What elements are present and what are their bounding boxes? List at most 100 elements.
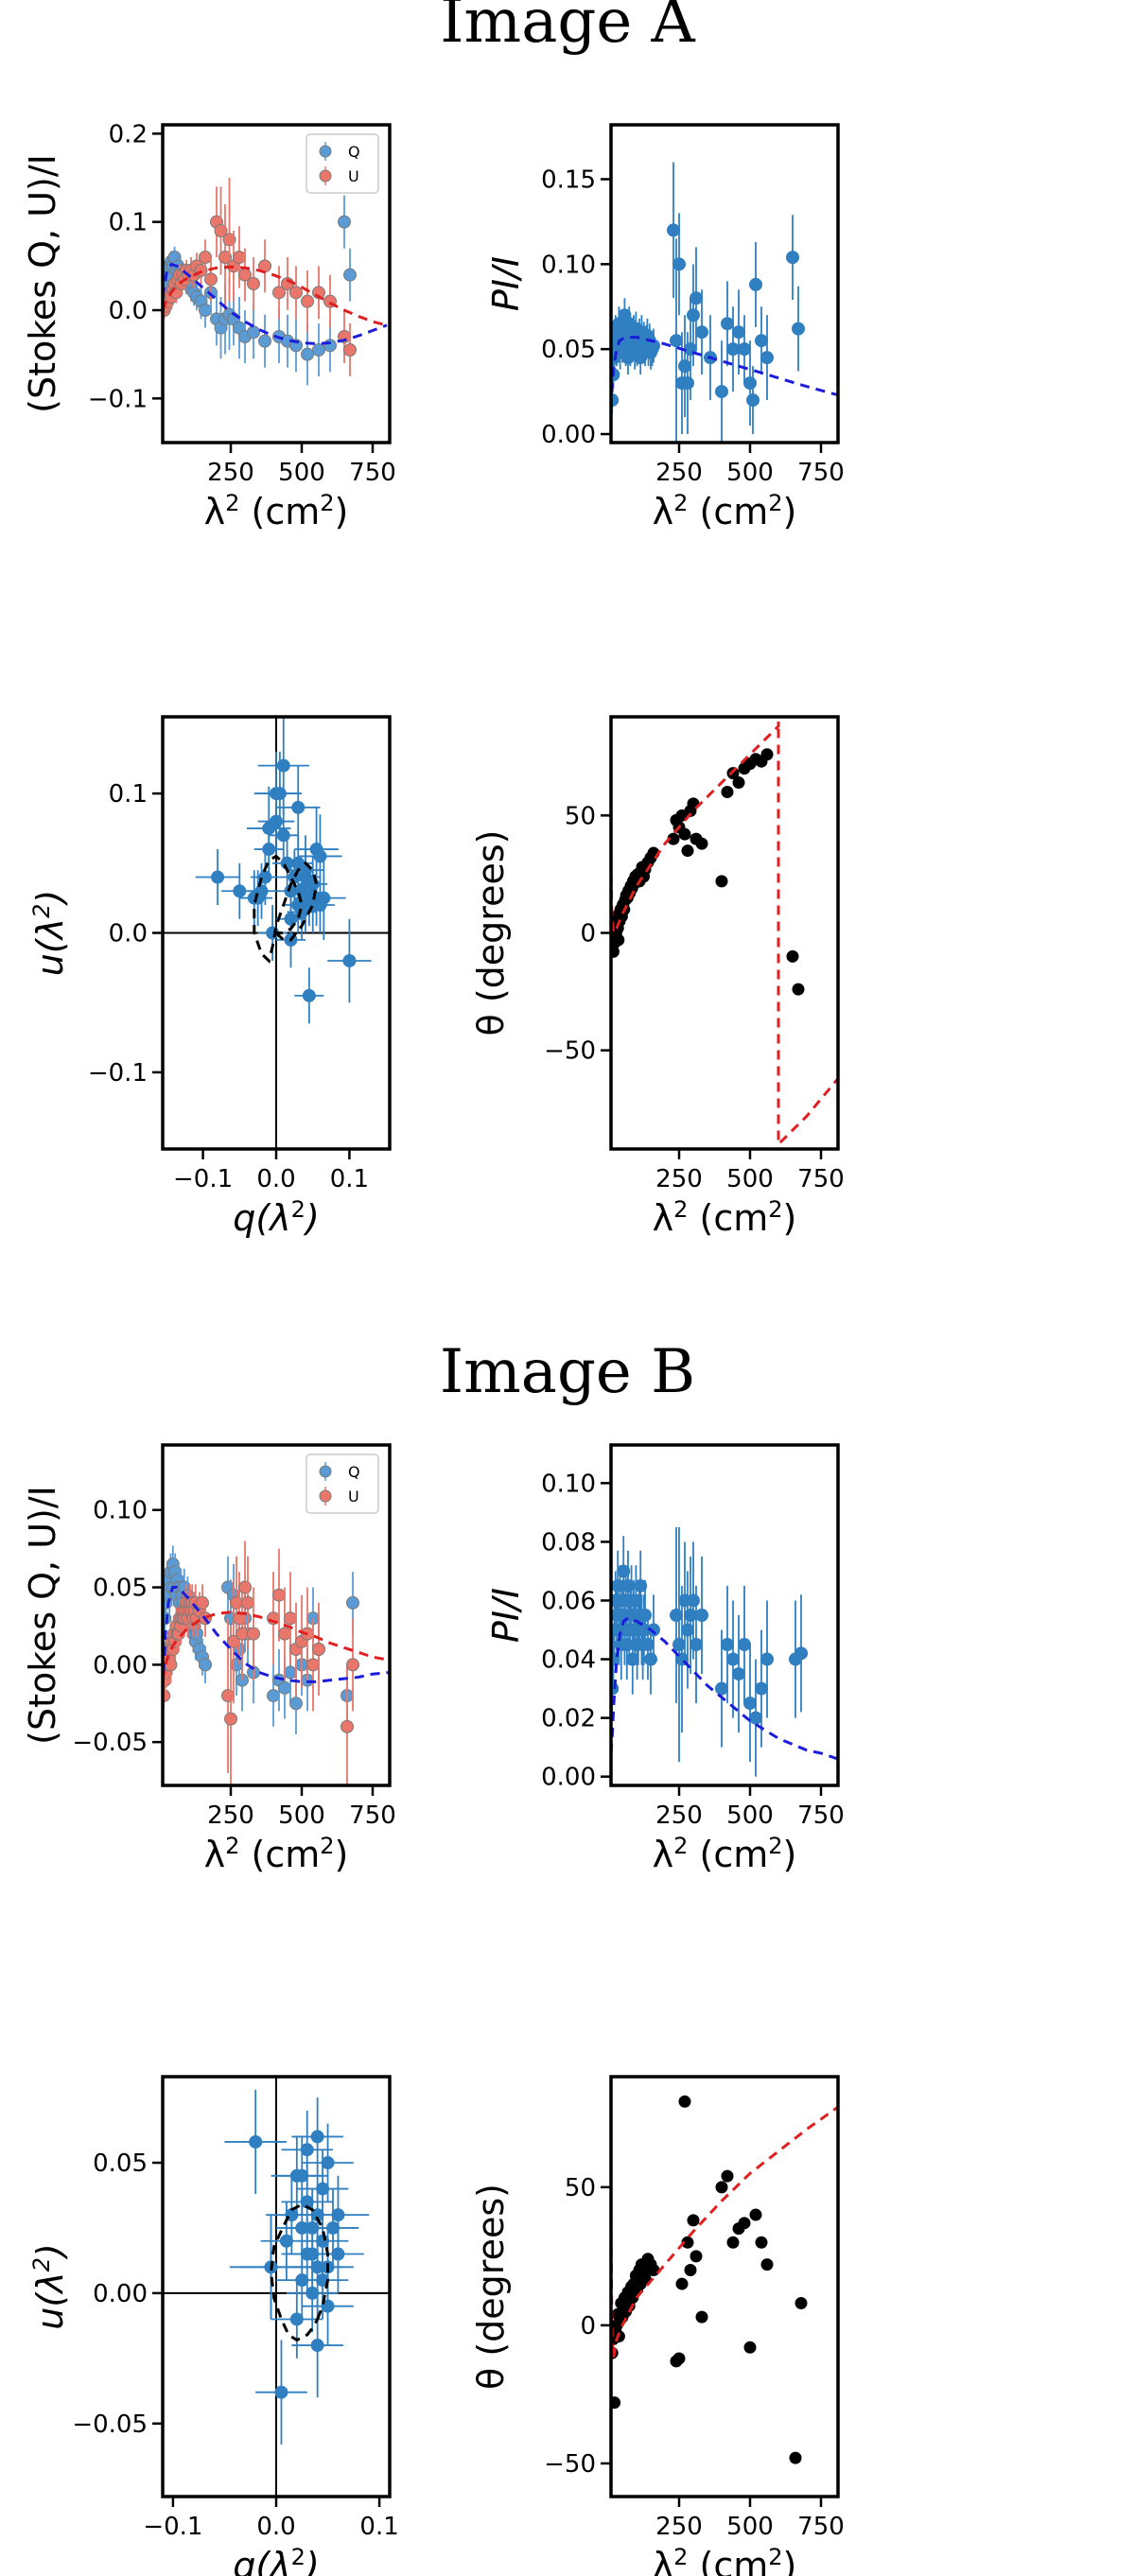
legend-label-u: U [348, 167, 359, 185]
data-point [611, 2396, 621, 2410]
data-point [760, 2258, 774, 2271]
data-point [743, 2341, 757, 2354]
marker [726, 342, 740, 357]
marker [612, 933, 625, 947]
legend-marker-q [319, 145, 332, 158]
axes-frame [609, 2075, 840, 2498]
marker [738, 342, 751, 357]
marker [313, 849, 327, 863]
marker [218, 251, 232, 264]
y-tick-label: 0.0 [109, 920, 148, 949]
legend-marker-q [319, 1465, 332, 1478]
data-point [675, 2277, 689, 2290]
marker [675, 2277, 689, 2290]
data-point [743, 1645, 757, 1763]
marker [199, 251, 212, 264]
marker [678, 827, 691, 841]
data-point [247, 1587, 260, 1680]
data-point [278, 1587, 291, 1680]
data-point [687, 2214, 700, 2227]
y-tick-label: 0.04 [541, 1646, 596, 1675]
x-axis-label: λ2 (cm2) [204, 490, 349, 532]
marker [695, 325, 708, 339]
data-point [338, 195, 351, 249]
data-point [301, 270, 314, 333]
data-point [291, 2097, 343, 2176]
data-point [218, 204, 232, 310]
plot-area [163, 1540, 390, 1785]
data-point [690, 2250, 703, 2263]
y-axis-label: u(λ2) [28, 2243, 71, 2330]
marker [247, 277, 260, 290]
data-point [715, 875, 728, 888]
marker [760, 351, 774, 365]
marker [678, 359, 691, 374]
marker [641, 1638, 655, 1652]
marker [667, 223, 680, 237]
x-tick-label: 0.0 [256, 2513, 295, 2541]
data-point [312, 266, 325, 320]
marker [634, 1578, 648, 1593]
plot-area [611, 2095, 838, 2464]
model-curve-model [611, 1616, 838, 1761]
marker [732, 325, 745, 339]
marker [284, 1665, 297, 1680]
data-point [726, 1600, 740, 1718]
data-point [721, 2169, 734, 2183]
y-tick-label: −0.1 [88, 1059, 148, 1088]
marker [340, 1719, 354, 1733]
y-tick-label: 0 [580, 2312, 596, 2341]
plot-area [611, 1526, 838, 1777]
data-point [681, 844, 694, 858]
model-curve-model [611, 722, 838, 1148]
plot-area [611, 722, 838, 1148]
marker [794, 1646, 808, 1661]
marker [221, 1689, 235, 1703]
marker [672, 2352, 686, 2365]
data-point [738, 315, 751, 384]
y-axis-label: u(λ2) [28, 890, 71, 977]
marker [343, 268, 357, 282]
y-tick-label: 0.15 [541, 165, 596, 194]
marker [295, 2168, 309, 2183]
x-tick-label: 500 [726, 1801, 774, 1830]
marker [267, 1689, 280, 1703]
x-tick-label: 500 [726, 1165, 774, 1193]
y-tick-label: 50 [565, 2174, 596, 2202]
chart-A_qu: −0.1 0.0 0.1 −0.1 0.0 0.1 q(λ2) u(λ2) [28, 715, 392, 1239]
data-point [681, 2236, 694, 2249]
x-tick-label: −0.1 [173, 1165, 233, 1193]
marker [316, 2182, 330, 2196]
marker [647, 1623, 660, 1637]
marker [326, 2220, 340, 2235]
data-point [715, 2181, 728, 2194]
marker [695, 2310, 708, 2324]
legend-marker-u [319, 1489, 332, 1503]
data-point [294, 967, 324, 1024]
marker [749, 2208, 762, 2221]
marker [621, 1578, 635, 1593]
marker [301, 294, 314, 308]
y-tick-label: 0.0 [109, 297, 148, 325]
marker [721, 785, 734, 798]
model-curve-model-loop [269, 2202, 329, 2342]
marker [236, 1627, 249, 1641]
x-axis-label: λ2 (cm2) [653, 2544, 797, 2576]
data-point [681, 1571, 694, 1689]
marker [786, 949, 799, 963]
marker [746, 393, 760, 408]
marker [672, 257, 686, 271]
marker [247, 1627, 260, 1641]
x-tick-label: 250 [207, 1801, 254, 1830]
y-tick-label: −0.05 [72, 1729, 148, 1757]
marker [715, 875, 728, 888]
x-tick-label: 250 [207, 459, 254, 487]
x-axis-label: q(λ2) [233, 1196, 320, 1239]
marker [644, 1652, 657, 1666]
model-curve-u-model [163, 1610, 390, 1680]
marker [238, 1580, 252, 1594]
data-point [247, 257, 260, 310]
legend-marker-u [319, 169, 332, 183]
data-point [760, 748, 774, 761]
